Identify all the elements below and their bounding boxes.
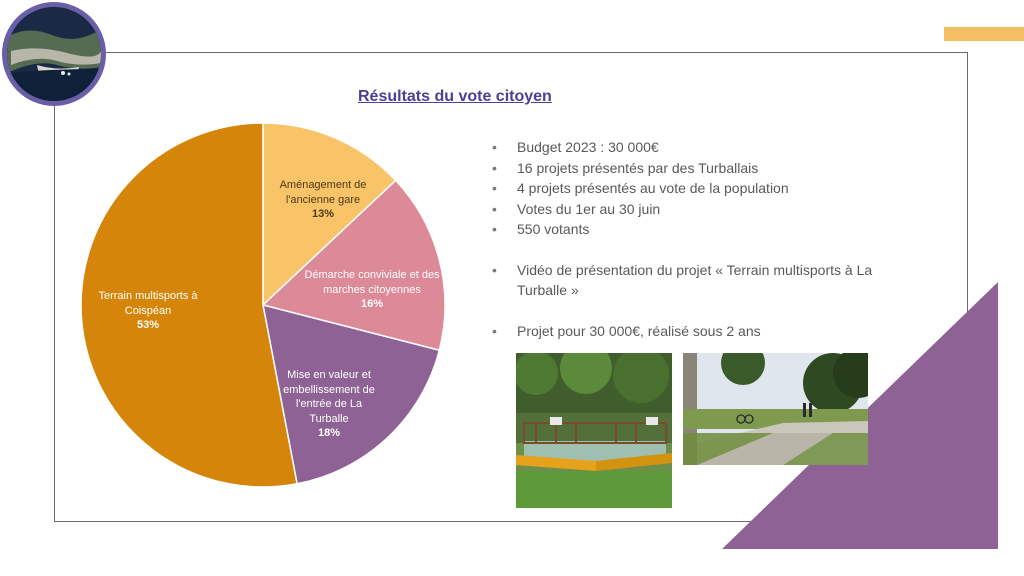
slide-title: Résultats du vote citoyen (358, 88, 552, 105)
bullet-project-cost: Projet pour 30 000€, réalisé sous 2 ans (492, 321, 922, 342)
bullet-vote-dates: Votes du 1er au 30 juin (492, 199, 922, 220)
pie-label-line: Coispéan (124, 304, 172, 317)
pie-slice-terrain-multisports (80, 122, 298, 488)
pie-slice-ancienne-gare (262, 122, 397, 307)
pie-slice-entree-la-turballe (262, 303, 441, 485)
pie-label-line: Démarche conviviale et des (304, 269, 440, 281)
pie-label-line: Aménagement de (279, 179, 367, 191)
bullet-video: Vidéo de présentation du projet « Terrai… (492, 260, 922, 301)
pie-label-line: marches citoyennes (323, 283, 421, 296)
pie-label-percent: 53% (136, 319, 160, 331)
pie-label-percent: 13% (311, 208, 335, 220)
pie-label-line: Turballe (309, 412, 349, 425)
pie-label-line: Terrain multisports à (98, 290, 198, 302)
pie-label-terrain-multisports: Terrain multisports à Coispéan 53% (83, 289, 213, 333)
pie-label-line: Mise en valeur et (287, 369, 371, 381)
accent-bar (944, 27, 1024, 41)
pie-label-line: embellissement de (283, 383, 375, 396)
bullet-budget: Budget 2023 : 30 000€ (492, 137, 922, 158)
park-path-photo (683, 353, 868, 465)
pie-label-percent: 16% (360, 298, 384, 310)
slide-frame (54, 52, 968, 522)
pie-label-demarche-conviviale: Démarche conviviale et des marches citoye… (297, 268, 447, 312)
pie-label-percent: 18% (317, 427, 341, 439)
pie-label-line: l'ancienne gare (285, 193, 361, 206)
bullet-voters: 550 votants (492, 219, 922, 240)
logo-photo (2, 2, 106, 106)
bullet-projects-voted: 4 projets présentés au vote de la popula… (492, 178, 922, 199)
pie-label-line: l'entrée de La (295, 398, 363, 410)
multisport-court-photo (516, 353, 672, 508)
pie-label-ancienne-gare: Aménagement de l'ancienne gare 13% (268, 178, 378, 222)
project-info-list: Budget 2023 : 30 000€ 16 projets présent… (492, 137, 922, 341)
pie-slice-demarche-conviviale (261, 179, 446, 352)
bullet-projects-presented: 16 projets présentés par des Turballais (492, 158, 922, 179)
pie-label-entree-la-turballe: Mise en valeur et embellissement de l'entr… (274, 368, 384, 441)
